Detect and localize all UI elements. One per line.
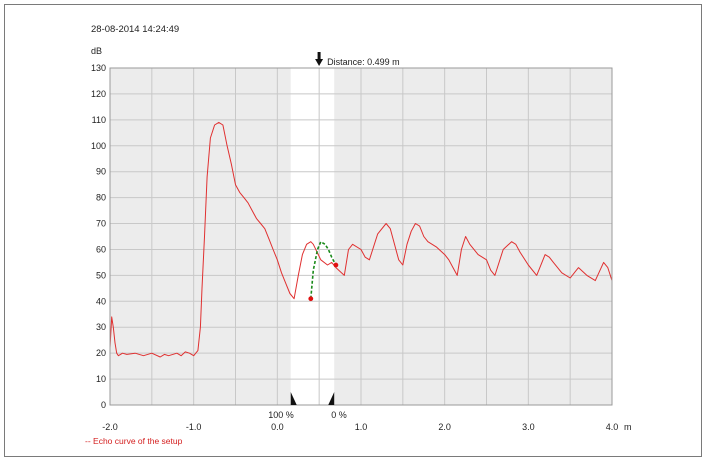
y-tick-label: 0 [101, 400, 106, 410]
y-tick-label: 120 [91, 89, 106, 99]
echo-point [333, 262, 339, 268]
x-tick-label: 3.0 [522, 422, 535, 432]
y-tick-label: 40 [96, 296, 106, 306]
x-tick-label: -1.0 [186, 422, 202, 432]
y-tick-label: 50 [96, 270, 106, 280]
y-tick-label: 10 [96, 374, 106, 384]
down-arrow-icon [315, 52, 324, 66]
y-tick-label: 130 [91, 63, 106, 73]
y-tick-label: 100 [91, 141, 106, 151]
x-tick-label: -2.0 [102, 422, 118, 432]
y-tick-label: 30 [96, 322, 106, 332]
x-unit-label: m [624, 422, 632, 432]
chart-frame: 28-08-2014 14:24:49 dB 0 10 20 30 40 50 60 70 80… [4, 4, 702, 457]
y-tick-label: 90 [96, 167, 106, 177]
series-layer [109, 121, 613, 358]
y-unit-label: dB [91, 46, 102, 56]
distance-marker[interactable]: Distance: 0.499 m [315, 52, 400, 67]
y-tick-labels: 0 10 20 30 40 50 60 70 80 90 100 110 120 130 [91, 63, 106, 410]
y-tick-label: 60 [96, 244, 106, 254]
plot-border [109, 67, 613, 406]
window-left-percent: 100 % [268, 410, 294, 420]
x-tick-label: 2.0 [438, 422, 451, 432]
measurement-window[interactable] [290, 68, 335, 405]
y-tick-label: 80 [96, 193, 106, 203]
x-tick-label: 4.0 [606, 422, 619, 432]
window-right-handle-icon[interactable] [328, 392, 335, 405]
echo-curve-line [109, 121, 613, 358]
window-handles[interactable]: 100 % 0 % [268, 392, 347, 420]
x-tick-label: 1.0 [355, 422, 368, 432]
points-layer [308, 262, 339, 302]
distance-label: Distance: 0.499 m [327, 57, 400, 67]
timestamp: 28-08-2014 14:24:49 [91, 24, 179, 35]
echo-curve-chart: 28-08-2014 14:24:49 dB 0 10 20 30 40 50 60 70 80… [85, 24, 632, 446]
y-tick-label: 70 [96, 219, 106, 229]
legend-echo-curve: -- Echo curve of the setup [85, 436, 183, 446]
x-tick-label: 0.0 [271, 422, 284, 432]
window-left-handle-icon[interactable] [290, 392, 297, 405]
y-tick-label: 20 [96, 348, 106, 358]
window-right-percent: 0 % [331, 410, 347, 420]
y-tick-label: 110 [92, 115, 106, 125]
x-tick-labels: -2.0 -1.0 0.0 1.0 2.0 3.0 4.0 m [102, 422, 631, 432]
echo-point [308, 296, 314, 302]
selected-echo-line [310, 240, 337, 299]
